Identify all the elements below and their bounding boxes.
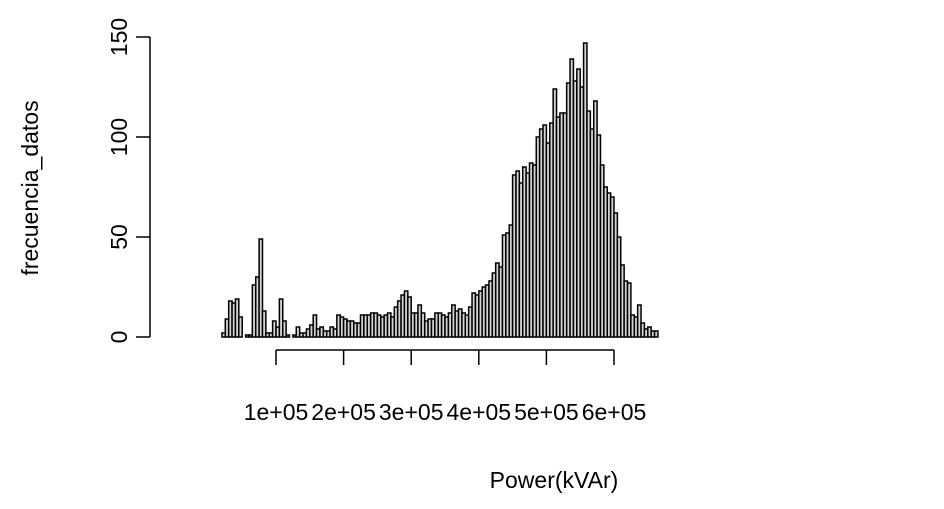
y-axis: 0 50 100 150 [106, 18, 151, 344]
histogram-bar [295, 326, 301, 338]
histogram-bars [221, 42, 659, 338]
y-tick-label: 100 [106, 118, 132, 156]
x-axis: 1e+05 2e+05 3e+05 4e+05 5e+05 6e+05 [244, 349, 647, 425]
histogram-bar [261, 310, 267, 338]
x-tick-label: 3e+05 [379, 399, 444, 425]
histogram-bar [285, 334, 291, 338]
x-tick-label: 4e+05 [446, 399, 511, 425]
histogram-bar [653, 330, 659, 338]
y-axis-label: frecuencia_datos [17, 100, 43, 275]
histogram-bar [636, 304, 642, 338]
histogram-bar [238, 316, 243, 338]
y-tick-label: 150 [106, 18, 132, 56]
x-tick-label: 2e+05 [311, 399, 376, 425]
histogram-bar [282, 320, 287, 338]
y-tick-label: 0 [106, 331, 132, 344]
x-tick-label: 1e+05 [244, 399, 309, 425]
y-tick-label: 50 [106, 224, 132, 250]
x-axis-label: Power(kVAr) [490, 467, 619, 493]
x-tick-label: 6e+05 [582, 399, 647, 425]
histogram-bar [312, 314, 318, 338]
histogram-bar [258, 238, 264, 338]
histogram-bar [626, 282, 632, 338]
histogram-bar [278, 298, 284, 338]
x-tick-label: 5e+05 [514, 399, 579, 425]
